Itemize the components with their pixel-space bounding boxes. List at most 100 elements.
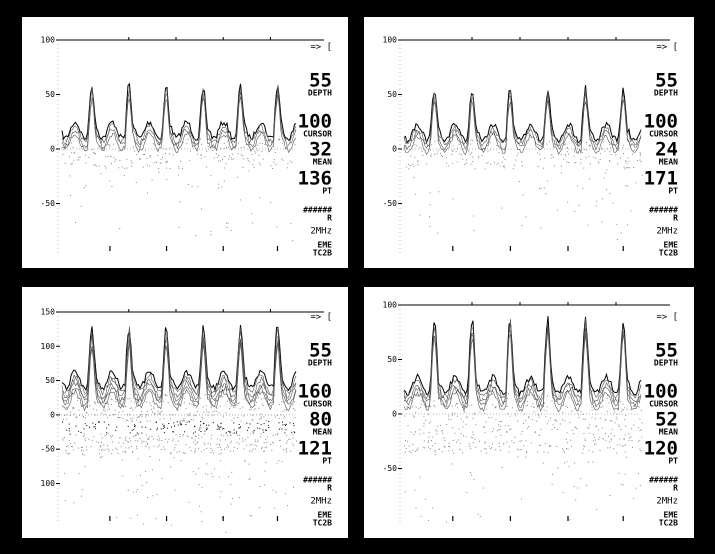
noise-dot: [292, 434, 294, 436]
noise-dot: [128, 437, 130, 439]
noise-dot: [620, 232, 622, 234]
noise-dot: [194, 451, 196, 453]
noise-dot: [560, 172, 562, 174]
noise-dot: [624, 444, 626, 446]
noise-dot: [66, 446, 67, 447]
noise-dot: [624, 419, 626, 421]
noise-dot: [263, 423, 265, 425]
noise-dot: [191, 403, 193, 405]
noise-dot: [136, 446, 138, 448]
noise-dot: [208, 424, 210, 426]
noise-dot: [518, 449, 520, 451]
noise-dot: [95, 153, 96, 155]
noise-dot: [634, 139, 636, 141]
noise-dot: [201, 154, 203, 156]
noise-dot: [273, 159, 275, 161]
noise-dot: [584, 446, 586, 447]
noise-dot: [122, 442, 124, 444]
noise-dot: [242, 438, 244, 440]
noise-dot: [620, 401, 622, 403]
noise-dot: [484, 141, 486, 143]
noise-dot: [425, 419, 427, 421]
noise-dot: [192, 419, 194, 421]
noise-dot: [245, 394, 246, 396]
noise-dot: [170, 418, 171, 420]
noise-dot: [182, 452, 184, 454]
noise-dot: [412, 163, 414, 165]
noise-dot: [191, 419, 192, 421]
noise-dot: [262, 158, 264, 160]
noise-dot: [118, 411, 120, 413]
noise-dot: [141, 442, 143, 444]
noise-dot: [166, 162, 168, 163]
noise-dot: [589, 145, 591, 147]
noise-dot: [469, 143, 471, 145]
noise-dot: [601, 427, 603, 429]
noise-dot: [452, 150, 454, 152]
noise-dot: [205, 473, 207, 475]
noise-dot: [278, 418, 280, 419]
noise-dot: [85, 417, 87, 419]
noise-dot: [266, 441, 268, 443]
noise-dot: [519, 440, 521, 442]
noise-dot: [458, 428, 460, 430]
noise-dot: [75, 425, 77, 427]
noise-dot: [141, 426, 143, 428]
noise-dot: [250, 433, 252, 435]
noise-dot: [76, 159, 78, 161]
noise-dot: [200, 157, 202, 159]
noise-dot: [502, 156, 504, 158]
noise-dot: [404, 399, 406, 401]
noise-dot: [404, 491, 406, 493]
noise-dot: [443, 446, 445, 447]
noise-dot: [212, 146, 214, 148]
noise-dot: [567, 442, 568, 444]
noise-dot: [438, 397, 440, 399]
noise-dot: [282, 421, 283, 423]
noise-dot: [73, 413, 75, 415]
noise-dot: [146, 414, 148, 416]
noise-dot: [191, 397, 193, 399]
noise-dot: [503, 395, 505, 397]
noise-dot: [122, 451, 124, 453]
noise-dot: [286, 440, 288, 442]
noise-dot: [460, 433, 462, 435]
noise-dot: [564, 452, 565, 453]
noise-dot: [220, 491, 222, 493]
noise-dot: [546, 180, 548, 182]
noise-dot: [261, 150, 263, 152]
noise-dot: [68, 430, 70, 432]
noise-dot: [556, 429, 558, 430]
noise-dot: [626, 456, 628, 458]
readout-pt: 121: [298, 438, 332, 460]
noise-dot: [264, 143, 266, 145]
noise-dot: [189, 421, 191, 423]
noise-dot: [455, 404, 457, 406]
noise-dot: [495, 406, 497, 408]
noise-dot: [282, 449, 284, 451]
noise-dot: [254, 439, 256, 441]
noise-dot: [196, 150, 198, 152]
noise-dot: [446, 403, 448, 405]
readout-r: ######: [649, 206, 678, 215]
noise-dot: [228, 146, 230, 148]
noise-dot: [418, 408, 420, 409]
noise-dot: [142, 400, 143, 402]
noise-dot: [88, 400, 90, 402]
noise-dot: [277, 433, 279, 435]
noise-dot: [486, 393, 488, 395]
noise-dot: [98, 165, 100, 167]
y-tick-label: -50: [383, 464, 398, 473]
noise-dot: [103, 401, 105, 403]
noise-dot: [415, 431, 417, 433]
noise-dot: [185, 407, 187, 409]
noise-dot: [539, 149, 541, 151]
noise-dot: [588, 427, 590, 429]
noise-dot: [117, 140, 119, 141]
noise-dot: [596, 509, 598, 511]
noise-dot: [254, 394, 256, 396]
noise-dot: [226, 222, 227, 224]
noise-dot: [106, 432, 108, 434]
noise-dot: [605, 419, 607, 421]
noise-dot: [416, 145, 418, 147]
